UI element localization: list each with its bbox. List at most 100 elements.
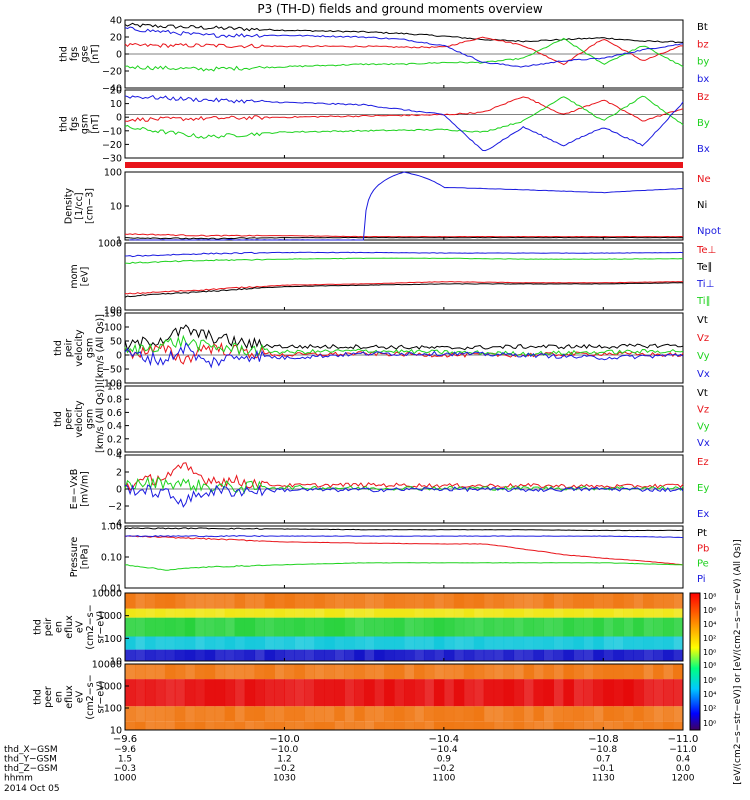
legend-entry: Vt: [697, 388, 708, 399]
y-tick-label: −40: [102, 84, 122, 95]
spec-cell: [214, 617, 226, 637]
y-axis-label: gsm: [85, 338, 96, 358]
spec-cell: [603, 679, 614, 707]
spec-cell: [184, 679, 196, 707]
y-tick-label: 40: [110, 16, 122, 27]
spec-cell: [334, 593, 345, 609]
colorbar: [689, 592, 701, 731]
spec-cell: [334, 649, 345, 661]
y-axis-label: [eV]: [79, 267, 90, 287]
spec-cell: [304, 608, 315, 618]
spec-cell: [404, 679, 415, 707]
spec-cell: [513, 608, 525, 618]
spec-cell: [324, 721, 335, 730]
spec-cell: [423, 649, 435, 661]
spec-cell: [623, 679, 634, 707]
y-tick-label: 0.4: [107, 421, 122, 432]
spec-cell: [573, 679, 584, 707]
y-axis-label: velocity: [74, 329, 85, 367]
spec-cell: [174, 664, 186, 680]
panel-frame: [124, 171, 684, 241]
spec-cell: [234, 649, 246, 661]
x-row-value: −0.1: [592, 764, 614, 774]
spec-cell: [304, 664, 315, 680]
spec-cell: [463, 649, 475, 661]
spec-cell: [204, 617, 216, 637]
spec-cell: [533, 617, 544, 637]
spec-cell: [563, 593, 574, 609]
spec-cell: [583, 664, 594, 680]
spec-cell: [633, 664, 644, 680]
legend-entry: Te⊥: [696, 245, 716, 256]
spec-cell: [125, 664, 136, 680]
spec-cell: [254, 664, 265, 680]
spec-cell: [473, 617, 485, 637]
x-row-value: −0.3: [114, 764, 136, 774]
spec-cell: [394, 636, 405, 650]
spec-cell: [234, 636, 246, 650]
spec-cell: [324, 649, 335, 661]
spec-cell: [583, 593, 594, 609]
y-axis-label: [nT]: [90, 44, 101, 63]
spec-cell: [374, 617, 385, 637]
colorbar-tick: 10⁴: [703, 620, 716, 629]
spec-cell: [324, 617, 335, 637]
spec-cell: [404, 593, 415, 609]
spec-cell: [354, 649, 365, 661]
spec-cell: [214, 593, 226, 609]
spec-cell: [414, 608, 425, 618]
spec-cell: [483, 649, 495, 661]
y-axis-label: [nT]: [90, 114, 101, 133]
spec-cell: [194, 679, 206, 707]
spec-cell: [374, 608, 385, 618]
spec-cell: [384, 721, 395, 730]
spec-cell: [174, 593, 186, 609]
spec-cell: [553, 679, 564, 707]
legend-entry: Npot: [697, 226, 721, 237]
y-axis-label: E=−VxB: [69, 469, 80, 510]
x-row-value: 0.9: [437, 755, 452, 765]
legend-entry: Pe: [697, 559, 709, 570]
spec-cell: [204, 593, 216, 609]
spec-cell: [254, 608, 265, 618]
spec-cell: [274, 664, 285, 680]
spec-cell: [553, 636, 564, 650]
y-tick-label: −20: [102, 67, 122, 78]
panel-peer_velocity: 1.0 0.8 0.6 0.4 0.2 0.0 thd peer velocity gsm [km/…: [53, 382, 710, 459]
panel-frame: [124, 663, 684, 731]
spec-cell: [553, 706, 564, 722]
legend-entry: Vx: [697, 369, 710, 380]
spec-cell: [274, 721, 285, 730]
y-tick-label: 100: [104, 323, 122, 334]
spec-cell: [184, 706, 196, 722]
spec-cell: [394, 593, 405, 609]
spec-cell: [663, 706, 674, 722]
spec-cell: [304, 617, 315, 637]
spec-cell: [264, 664, 275, 680]
spec-cell: [404, 664, 415, 680]
y-axis-label: fgs: [69, 117, 80, 131]
spec-cell: [274, 608, 285, 618]
spec-cell: [294, 593, 305, 609]
y-tick-label: 0.2: [107, 434, 122, 445]
spec-cell: [513, 649, 525, 661]
spec-cell: [543, 593, 554, 609]
spec-cell: [254, 721, 265, 730]
spec-cell: [533, 649, 544, 661]
spec-cell: [135, 721, 146, 730]
x-row-value: 0.7: [596, 755, 610, 765]
spec-cell: [374, 664, 385, 680]
spec-cell: [384, 664, 395, 680]
y-tick-label: −10: [102, 126, 122, 137]
spec-cell: [453, 593, 465, 609]
spec-cell: [314, 649, 325, 661]
spec-cell: [573, 617, 584, 637]
spec-cell: [174, 636, 186, 650]
y-axis-label: Pressure: [69, 537, 80, 578]
spec-cell: [384, 679, 395, 707]
spec-cell: [583, 636, 594, 650]
y-axis-label: sr−eV): [96, 681, 107, 714]
panel-efield: 4 2 0 −2 −4 E=−VxB [mV/m] Ez Ey Ex: [69, 451, 710, 530]
